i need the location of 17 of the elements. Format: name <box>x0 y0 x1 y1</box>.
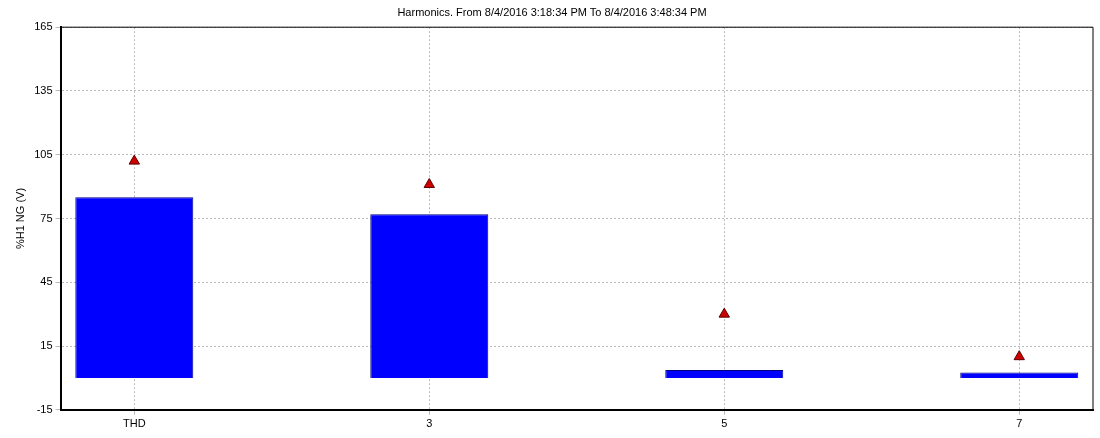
y-tick-label: 105 <box>34 147 53 160</box>
y-tick-label: 15 <box>40 339 53 352</box>
point <box>1013 350 1025 361</box>
point <box>718 307 730 318</box>
point <box>423 177 435 188</box>
y-tick-label: 135 <box>34 84 53 96</box>
chart-title: Harmonics. From 8/4/2016 3:18:34 PM To 8/4/2016 3:48:34 PM <box>397 5 707 18</box>
x-tick-label: 5 <box>721 417 728 430</box>
x-tick-label: 7 <box>1016 417 1023 430</box>
y-tick-label: 45 <box>40 275 53 288</box>
y-tick-label: 75 <box>40 211 53 224</box>
y-axis-title: %H1 NG (V) <box>13 187 26 250</box>
point <box>128 154 140 165</box>
y-tick-label: 165 <box>34 20 53 33</box>
y-tick-label: -15 <box>36 402 53 415</box>
x-tick-label: 3 <box>426 417 433 430</box>
x-tick-label: THD <box>122 417 146 430</box>
